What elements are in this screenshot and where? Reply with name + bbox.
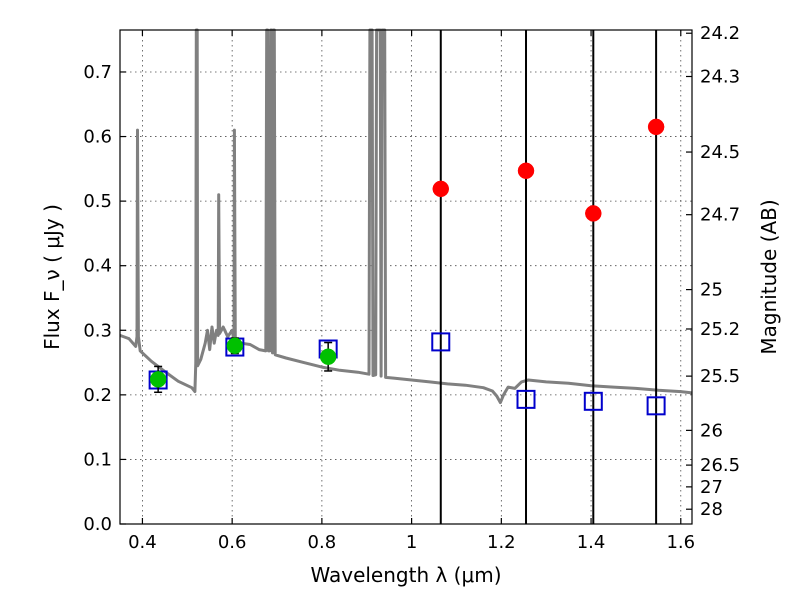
- grid: [120, 30, 692, 525]
- circle-marker: [647, 118, 665, 136]
- right-tick-label: 26: [700, 420, 723, 441]
- circle-marker: [149, 371, 167, 388]
- y-tick-labels: 0.0 0.1 0.2 0.3 0.4 0.5 0.6 0.7: [83, 62, 112, 535]
- right-tick-label: 24.7: [700, 205, 740, 226]
- y-tick-label: 0.7: [83, 62, 112, 83]
- x-tick-label: 0.4: [128, 532, 157, 553]
- right-tick-label: 25.2: [700, 319, 740, 340]
- x-tick-label: 0.6: [218, 532, 247, 553]
- y-right-axis-label: Magnitude (AB): [757, 199, 781, 354]
- x-axis-label: Wavelength λ (μm): [310, 563, 501, 587]
- x-tick-labels: 0.4 0.6 0.8 1 1.2 1.4 1.6: [128, 532, 695, 553]
- circle-marker: [585, 205, 602, 222]
- y-tick-label: 0.5: [83, 191, 112, 212]
- right-tick-label: 28: [700, 499, 723, 520]
- x-tick-label: 1.4: [577, 532, 606, 553]
- plot-frame: [119, 29, 693, 525]
- y-tick-label: 0.6: [83, 127, 112, 148]
- y-tick-label: 0.4: [83, 256, 112, 277]
- right-tick-label: 24.5: [700, 142, 740, 163]
- x-tick-label: 1: [406, 532, 417, 553]
- y-tick-label: 0.1: [83, 449, 112, 470]
- right-tick-label: 24.3: [700, 66, 740, 87]
- y-tick-label: 0.0: [83, 514, 112, 535]
- right-tick-label: 25.5: [700, 366, 740, 387]
- x-tick-label: 0.8: [308, 532, 337, 553]
- circle-marker: [319, 348, 337, 366]
- data-markers: [148, 118, 666, 416]
- right-tick-label: 26.5: [700, 455, 740, 476]
- square-marker: [431, 332, 451, 352]
- circle-marker: [226, 337, 244, 355]
- spectrum-series: [119, 28, 693, 405]
- circle-marker: [432, 180, 450, 198]
- x-tick-label: 1.2: [487, 532, 516, 553]
- circle-marker: [517, 162, 535, 180]
- y-axis-label: Flux F_ν ( μJy ): [40, 204, 64, 350]
- right-tick-label: 25: [700, 280, 723, 301]
- spectrum-line: [119, 28, 693, 405]
- square-marker: [583, 391, 603, 411]
- y-tick-label: 0.2: [83, 385, 112, 406]
- right-tick-label: 27: [700, 477, 723, 498]
- square-marker: [516, 389, 536, 409]
- vertical-lines: [439, 30, 658, 524]
- x-tick-label: 1.6: [666, 532, 695, 553]
- axis-ticks: [120, 30, 692, 525]
- square-marker: [646, 396, 666, 416]
- right-tick-label: 24.2: [700, 23, 740, 44]
- y-tick-label: 0.3: [83, 320, 112, 341]
